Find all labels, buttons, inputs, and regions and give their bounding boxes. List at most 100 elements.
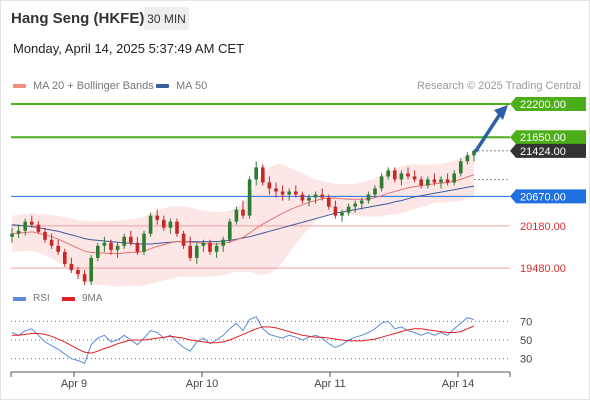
candle-body [419, 179, 424, 186]
candle-body [241, 209, 245, 216]
candle-body [432, 179, 437, 183]
candle-body [326, 197, 331, 207]
candle-body [102, 242, 107, 246]
candle-body [412, 176, 417, 180]
candle-body [62, 251, 67, 264]
x-axis-label: Apr 11 [314, 378, 346, 390]
x-axis-label: Apr 14 [442, 378, 474, 390]
legend-item-ma50: MA 50 [156, 80, 207, 92]
candle-body [353, 203, 358, 207]
candle-body [234, 209, 239, 222]
candle-body [340, 212, 344, 216]
candle-body [254, 167, 259, 180]
candle-body [465, 155, 470, 162]
candle-body [56, 245, 61, 252]
candle-body [95, 245, 100, 258]
bollinger-band [12, 152, 474, 287]
candle-body [293, 191, 298, 195]
forecast-arrow-shaft [474, 112, 502, 153]
candle-body [188, 245, 193, 258]
level-tag-pivot [510, 189, 586, 204]
legend-item-9ma: 9MA [62, 293, 103, 304]
level-tag-last [510, 143, 586, 158]
candle-body [194, 245, 199, 258]
candle-body [406, 173, 410, 177]
candle-body [300, 194, 305, 201]
legend-label-ma20: MA 20 + Bollinger Bands [33, 80, 154, 92]
legend-swatch-9ma [62, 296, 75, 301]
candle-body [359, 200, 364, 204]
candle-body [135, 242, 140, 252]
candle-body [227, 221, 232, 240]
candle-body [23, 221, 28, 231]
candle-body [181, 233, 186, 246]
candle-body [221, 239, 226, 246]
candle-body [76, 269, 80, 275]
level-label-target: 22200.00 [520, 99, 566, 111]
level-tag-target [510, 97, 586, 112]
forecast-arrow-head [494, 105, 508, 121]
candle-body [320, 194, 325, 198]
candle-body [10, 233, 14, 237]
legend-label-rsi: RSI [33, 293, 50, 304]
rsi-tick-label: 30 [520, 354, 532, 366]
candle-body [168, 221, 173, 228]
level-label-resistance: 21650.00 [520, 132, 566, 144]
candle-body [287, 191, 292, 195]
legend-item-ma20: MA 20 + Bollinger Bands [13, 80, 154, 92]
x-axis-label: Apr 9 [61, 378, 87, 390]
candle-body [247, 179, 252, 216]
candle-body [346, 206, 351, 213]
candle-body [148, 215, 153, 234]
level-label-last: 21424.00 [520, 146, 566, 158]
candle-body [175, 221, 179, 234]
candle-body [333, 206, 338, 216]
candle-body [109, 242, 113, 251]
candle-body [373, 188, 377, 195]
candle-body [161, 219, 166, 228]
credit-text: Research © 2025 Trading Central [416, 80, 581, 92]
candle-body [155, 215, 160, 220]
candle-body [307, 197, 311, 201]
candle-body [16, 230, 21, 234]
candle-body [445, 179, 450, 183]
level-label-support: 19480.00 [520, 263, 566, 275]
candle-body [214, 245, 219, 252]
candle-body [89, 257, 94, 282]
candle-body [386, 170, 391, 177]
candle-body [208, 242, 212, 252]
ma20-line [11, 174, 475, 255]
candle-body [399, 173, 404, 180]
candle-body [82, 274, 87, 282]
candle-body [425, 179, 430, 186]
timeframe-badge[interactable]: 30 MIN [144, 7, 189, 30]
candle-body [260, 167, 265, 183]
candle-body [36, 224, 41, 232]
candle-body [458, 161, 463, 174]
datetime-label: Monday, April 14, 2025 5:37:49 AM CET [13, 41, 245, 56]
level-label-support: 20180.00 [520, 221, 566, 233]
rsi-tick-label: 70 [520, 316, 532, 328]
candle-body [439, 179, 443, 183]
candle-body [392, 170, 397, 180]
legend-item-rsi: RSI [13, 293, 50, 304]
ma50-line [11, 185, 475, 245]
candle-body [267, 182, 272, 189]
candle-body [142, 233, 146, 252]
candle-body [313, 194, 318, 198]
candle-body [274, 188, 278, 192]
candle-body [122, 236, 127, 246]
candle-body [452, 173, 457, 183]
candle-body [29, 221, 34, 225]
candle-body [115, 245, 120, 251]
candle-body [128, 236, 133, 243]
legend-swatch-ma20 [13, 84, 26, 88]
page-title: Hang Seng (HKFE) [11, 10, 145, 27]
level-tag-resistance [510, 130, 586, 145]
rsi-tick-label: 50 [520, 335, 532, 347]
level-label-pivot: 20670.00 [520, 191, 566, 203]
legend-swatch-ma50 [156, 84, 169, 88]
legend-label-9ma: 9MA [82, 293, 103, 304]
candle-body [49, 239, 54, 246]
candle-body [69, 263, 74, 270]
